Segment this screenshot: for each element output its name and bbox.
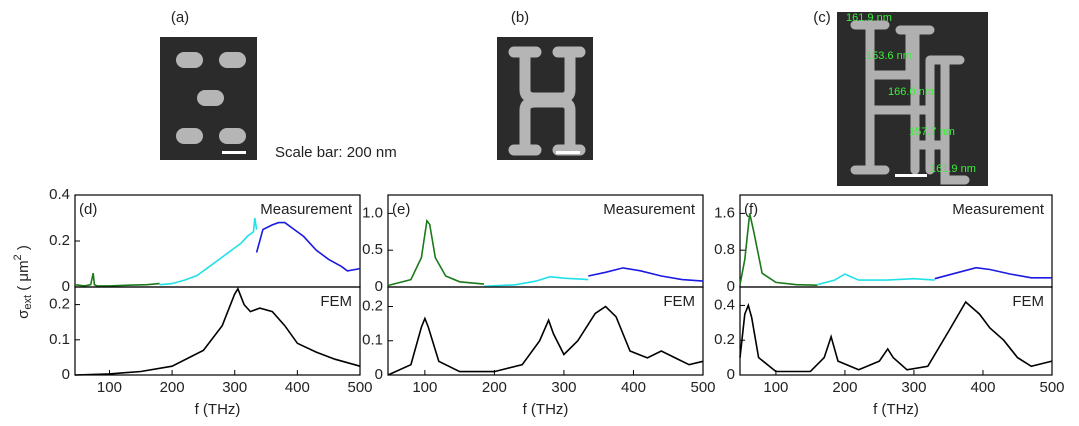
y-tick-label: 0.2 [49, 296, 70, 313]
x-tick-label: 500 [347, 379, 372, 396]
measurement-annotation: 161.9 nm [930, 163, 976, 175]
data-line [934, 266, 1052, 280]
sem-image-c [837, 12, 988, 186]
y-tick-label: 0 [62, 278, 70, 295]
x-tick-label: 100 [412, 379, 437, 396]
measurement-annotation: 161.9 nm [846, 12, 892, 24]
y-tick-label: 0 [727, 278, 735, 295]
plot-annotation: Measurement [603, 201, 696, 218]
plot-frame [74, 286, 361, 376]
y-tick-label: 0.5 [362, 241, 383, 258]
sem-image-a [160, 37, 257, 160]
y-tick-label: 0.4 [49, 186, 70, 203]
data-line [387, 305, 704, 376]
y-tick-label: 0.2 [714, 331, 735, 348]
y-tick-label: 1.6 [714, 204, 735, 221]
x-tick-label: 100 [97, 379, 122, 396]
y-label-part: ) [15, 245, 32, 254]
y-tick-label: 0.8 [714, 241, 735, 258]
x-tick-label: 100 [763, 379, 788, 396]
panel-label: (f) [744, 201, 758, 218]
sem-image-b [497, 37, 593, 160]
x-tick-label: 400 [970, 379, 995, 396]
data-line [739, 300, 1053, 373]
x-axis-label: f (THz) [523, 401, 569, 418]
data-line [483, 275, 589, 288]
x-tick-label: 200 [832, 379, 857, 396]
panel-label: (c) [813, 9, 831, 26]
x-tick-label: 300 [222, 379, 247, 396]
y-label-part: ext [22, 295, 34, 310]
plot-annotation: Measurement [260, 201, 353, 218]
data-line [739, 213, 818, 286]
measurement-annotation: 166.0 nm [888, 86, 934, 98]
x-axis-label: f (THz) [873, 401, 919, 418]
x-tick-label: 300 [551, 379, 576, 396]
data-line [74, 273, 160, 287]
plot-annotation: Measurement [952, 201, 1045, 218]
plot-annotation: FEM [320, 293, 352, 310]
x-tick-label: 200 [160, 379, 185, 396]
x-axis-label: f (THz) [195, 401, 241, 418]
scale-bar-text: Scale bar: 200 nm [275, 144, 397, 161]
plot-annotation: FEM [1012, 293, 1044, 310]
plot-frame [387, 286, 704, 376]
y-tick-label: 0.1 [362, 332, 383, 349]
x-tick-label: 500 [690, 379, 715, 396]
plot-frame [739, 286, 1053, 376]
data-line [817, 273, 935, 286]
x-tick-label: 200 [482, 379, 507, 396]
x-tick-label: 400 [621, 379, 646, 396]
y-tick-label: 0.2 [362, 297, 383, 314]
data-line [74, 287, 361, 376]
y-tick-label: 0 [375, 278, 383, 295]
y-tick-label: 0.2 [49, 232, 70, 249]
y-axis-label: σext ( μm2 ) [12, 245, 34, 319]
data-line [588, 267, 704, 282]
panel-label: (b) [511, 9, 529, 26]
data-line [387, 218, 485, 287]
panel-label: (e) [392, 201, 410, 218]
y-tick-label: 0 [727, 366, 735, 383]
y-tick-label: 0.1 [49, 331, 70, 348]
y-label-part: σ [15, 309, 32, 319]
y-tick-label: 0 [375, 366, 383, 383]
y-tick-label: 1.0 [362, 204, 383, 221]
data-line [159, 217, 258, 286]
x-tick-label: 400 [285, 379, 310, 396]
y-label-part: 2 [12, 254, 24, 260]
measurement-annotation: 157.7 nm [909, 126, 955, 138]
y-label-part: ( μm [15, 260, 32, 294]
plot-annotation: FEM [663, 293, 695, 310]
panel-label: (d) [79, 201, 97, 218]
y-tick-label: 0.4 [714, 296, 735, 313]
measurement-annotation: 153.6 nm [866, 50, 912, 62]
x-tick-label: 300 [901, 379, 926, 396]
panel-label: (a) [171, 9, 189, 26]
x-tick-label: 500 [1039, 379, 1064, 396]
y-tick-label: 0 [62, 366, 70, 383]
data-line [255, 221, 361, 272]
